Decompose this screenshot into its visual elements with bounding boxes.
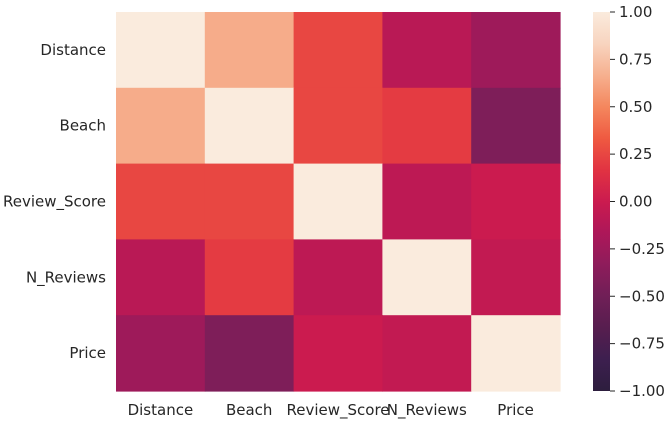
heatmap-cell-Beach-Review_Score <box>293 87 383 165</box>
heatmap-cell-Beach-N_Reviews <box>382 87 472 165</box>
x-tick-label: Distance <box>128 401 194 419</box>
heatmap-cell-Price-Review_Score <box>293 315 383 392</box>
colorbar-tick-label: 1.00 <box>619 3 652 21</box>
heatmap-cell-Beach-Beach <box>204 87 295 165</box>
colorbar-ticks: 1.00 0.75 0.50 0.25 0.00 −0.25 −0.50 −0.75 −1.00 <box>610 3 664 400</box>
heatmap-cell-N_Reviews-Price <box>471 239 561 316</box>
colorbar-tick-label: −0.25 <box>619 240 664 258</box>
colorbar-tick-label: 0.50 <box>619 98 652 116</box>
x-tick-label: N_Reviews <box>387 401 467 420</box>
heatmap-cell-Distance-Beach <box>204 12 295 89</box>
colorbar-tick-label: 0.75 <box>619 50 652 68</box>
heatmap-cell-N_Reviews-Review_Score <box>293 239 383 316</box>
heatmap-cell-Distance-Distance <box>116 12 206 89</box>
heatmap-cell-N_Reviews-Distance <box>116 239 206 316</box>
y-tick-labels: Distance Beach Review_Score N_Reviews Price <box>3 41 106 362</box>
heatmap-cell-Review_Score-Beach <box>204 163 295 240</box>
heatmap-cell-Review_Score-Price <box>471 163 561 240</box>
colorbar-tick-label: −1.00 <box>619 382 664 400</box>
heatmap-cell-Distance-Review_Score <box>293 12 383 89</box>
heatmap-cell-Review_Score-Distance <box>116 163 206 240</box>
heatmap-cell-Price-Distance <box>116 315 206 392</box>
heatmap-cell-Beach-Price <box>471 87 561 165</box>
y-tick-label: Price <box>69 344 106 362</box>
colorbar-tick-label: 0.00 <box>619 193 652 211</box>
heatmap-cell-Review_Score-Review_Score <box>293 163 383 240</box>
heatmap-cell-Distance-Price <box>471 12 561 89</box>
heatmap-cell-Price-N_Reviews <box>382 315 472 392</box>
x-tick-label: Beach <box>226 401 272 419</box>
colorbar-tick-label: 0.25 <box>619 145 652 163</box>
x-tick-label: Price <box>497 401 534 419</box>
x-tick-label: Review_Score <box>286 401 389 420</box>
colorbar <box>593 12 610 391</box>
heatmap-cell-Beach-Distance <box>116 87 206 165</box>
heatmap-cell-Distance-N_Reviews <box>382 12 472 89</box>
colorbar-tick-label: −0.75 <box>619 335 664 353</box>
heatmap-cell-Price-Price <box>471 315 561 392</box>
y-tick-label: Distance <box>40 41 106 59</box>
heatmap-cell-N_Reviews-N_Reviews <box>382 239 472 316</box>
y-tick-label: Beach <box>60 117 106 135</box>
colorbar-tick-label: −0.50 <box>619 287 664 305</box>
y-tick-label: N_Reviews <box>26 268 106 287</box>
y-tick-label: Review_Score <box>3 193 106 212</box>
heatmap-cells <box>116 12 561 392</box>
heatmap-cell-Price-Beach <box>204 315 295 392</box>
heatmap-cell-Review_Score-N_Reviews <box>382 163 472 240</box>
heatmap-cell-N_Reviews-Beach <box>204 239 295 316</box>
